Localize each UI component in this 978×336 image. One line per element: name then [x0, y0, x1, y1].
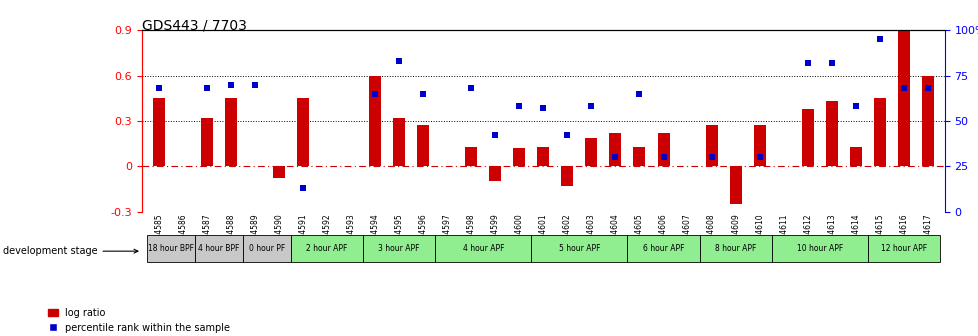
Bar — [867, 235, 939, 262]
Bar — [200, 118, 212, 166]
Bar — [873, 98, 885, 166]
Bar — [897, 30, 909, 166]
Bar — [512, 148, 525, 166]
Bar — [296, 98, 309, 166]
Legend: log ratio, percentile rank within the sample: log ratio, percentile rank within the sa… — [44, 304, 234, 336]
Bar — [560, 166, 573, 186]
Text: 5 hour APF: 5 hour APF — [558, 244, 600, 253]
Text: 4 hour BPF: 4 hour BPF — [198, 244, 240, 253]
Bar — [699, 235, 771, 262]
Bar — [273, 166, 285, 178]
Bar — [465, 147, 476, 166]
Bar — [537, 147, 549, 166]
Bar — [657, 133, 669, 166]
Bar — [729, 166, 741, 204]
Bar — [153, 98, 164, 166]
Bar — [627, 235, 699, 262]
Text: GDS443 / 7703: GDS443 / 7703 — [142, 18, 246, 33]
Bar — [435, 235, 531, 262]
Bar — [290, 235, 363, 262]
Text: 2 hour APF: 2 hour APF — [306, 244, 347, 253]
Bar — [585, 138, 597, 166]
Bar — [147, 235, 195, 262]
Bar — [753, 126, 765, 166]
Bar — [363, 235, 435, 262]
Bar — [369, 76, 380, 166]
Text: 10 hour APF: 10 hour APF — [796, 244, 842, 253]
Text: 8 hour APF: 8 hour APF — [714, 244, 756, 253]
Text: development stage: development stage — [3, 246, 138, 256]
Text: 4 hour APF: 4 hour APF — [462, 244, 504, 253]
Text: 12 hour APF: 12 hour APF — [880, 244, 926, 253]
Text: 6 hour APF: 6 hour APF — [643, 244, 684, 253]
Bar — [705, 126, 717, 166]
Text: 3 hour APF: 3 hour APF — [378, 244, 420, 253]
Bar — [801, 109, 813, 166]
Bar — [225, 98, 237, 166]
Bar — [771, 235, 867, 262]
Text: 18 hour BPF: 18 hour BPF — [148, 244, 194, 253]
Bar — [489, 166, 501, 181]
Text: 0 hour PF: 0 hour PF — [248, 244, 285, 253]
Bar — [633, 147, 645, 166]
Bar — [609, 133, 621, 166]
Bar — [243, 235, 290, 262]
Bar — [824, 101, 837, 166]
Bar — [195, 235, 243, 262]
Bar — [417, 126, 428, 166]
Bar — [393, 118, 405, 166]
Bar — [849, 147, 861, 166]
Bar — [921, 76, 933, 166]
Bar — [531, 235, 627, 262]
